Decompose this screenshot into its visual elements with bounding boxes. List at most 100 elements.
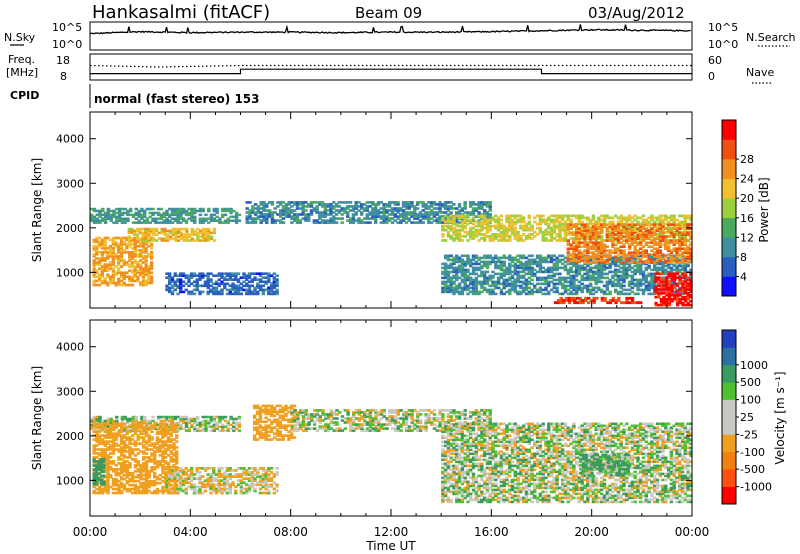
- power-cell: [616, 278, 621, 282]
- power-cell: [591, 214, 596, 218]
- power-cell: [508, 270, 512, 274]
- power-cell: [513, 270, 517, 274]
- power-cell: [566, 292, 570, 296]
- power-cell: [217, 284, 221, 288]
- power-cell: [108, 281, 113, 285]
- power-cell: [446, 288, 451, 292]
- power-cell: [446, 284, 451, 288]
- power-cell: [636, 231, 640, 234]
- power-cell: [253, 207, 258, 210]
- power-cell: [469, 233, 473, 236]
- power-cell: [151, 211, 155, 215]
- power-cell: [469, 282, 473, 286]
- power-cell: [125, 242, 129, 246]
- power-cell: [463, 235, 467, 238]
- power-cell: [480, 224, 484, 228]
- velocity-cell: [165, 417, 169, 421]
- power-cell: [413, 207, 417, 210]
- power-cell: [558, 254, 562, 258]
- power-cell: [647, 224, 651, 228]
- power-cell: [455, 211, 459, 214]
- power-cell: [100, 265, 104, 268]
- power-cell: [251, 209, 255, 212]
- power-cell: [298, 221, 302, 224]
- velocity-cell: [114, 432, 118, 435]
- power-cell: [190, 272, 194, 275]
- power-cell: [644, 227, 648, 230]
- power-cell: [519, 254, 523, 258]
- power-cell: [147, 277, 151, 281]
- power-cell: [597, 245, 601, 248]
- power-cell: [673, 276, 677, 279]
- power-cell: [519, 218, 523, 222]
- power-cell: [611, 251, 615, 254]
- power-cell: [407, 201, 411, 204]
- power-cell: [538, 214, 543, 218]
- power-cell: [171, 237, 175, 240]
- velocity-cell: [109, 432, 113, 435]
- power-cell: [494, 235, 498, 238]
- velocity-cell: [223, 419, 228, 423]
- power-cell: [469, 262, 473, 266]
- power-cell: [573, 301, 577, 305]
- power-cell: [683, 276, 687, 280]
- power-cell: [371, 213, 375, 216]
- power-cell: [301, 207, 305, 210]
- power-cell: [234, 219, 239, 222]
- power-cell: [538, 268, 543, 272]
- power-cell: [586, 270, 590, 274]
- power-cell: [653, 231, 657, 234]
- power-cell: [460, 216, 465, 220]
- power-cell: [667, 294, 672, 297]
- power-cell: [689, 243, 693, 246]
- power-cell: [488, 207, 492, 210]
- power-cell: [597, 225, 601, 228]
- power-cell: [522, 290, 526, 294]
- velocity-cell: [221, 425, 225, 428]
- velocity-cell: [148, 421, 152, 425]
- power-cell: [201, 229, 205, 233]
- power-cell: [474, 292, 478, 296]
- power-cell: [530, 224, 534, 228]
- power-cell: [574, 239, 579, 242]
- power-cell: [295, 205, 300, 208]
- power-cell: [248, 217, 252, 220]
- power-cell: [572, 286, 576, 290]
- power-cell: [541, 288, 545, 292]
- power-cell: [633, 284, 637, 288]
- power-cell: [323, 207, 328, 210]
- power-cell: [98, 275, 102, 279]
- power-cell: [201, 219, 205, 222]
- power-y-tick-label: 2000: [56, 222, 84, 235]
- power-cell: [519, 216, 523, 220]
- power-cell: [160, 239, 164, 242]
- power-cell: [173, 288, 177, 292]
- power-cell: [605, 230, 609, 234]
- power-cell: [588, 266, 593, 270]
- power-cell: [452, 260, 456, 264]
- power-cell: [519, 290, 523, 294]
- power-cell: [502, 264, 506, 268]
- power-cell: [555, 218, 559, 222]
- power-cell: [622, 276, 626, 280]
- velocity-cell: [95, 415, 99, 419]
- power-cell: [614, 270, 618, 274]
- velocity-cell: [111, 444, 116, 447]
- power-cell: [633, 231, 637, 234]
- power-cell: [680, 239, 685, 242]
- power-cell: [170, 221, 175, 224]
- power-cell: [625, 268, 629, 272]
- power-cell: [348, 219, 353, 222]
- power-cell: [193, 219, 197, 222]
- velocity-cell: [109, 485, 113, 489]
- power-cell: [418, 219, 423, 222]
- power-cell: [538, 270, 543, 274]
- power-cell: [399, 219, 403, 222]
- power-cell: [457, 268, 462, 272]
- power-cell: [597, 264, 601, 268]
- power-cell: [214, 292, 219, 296]
- power-cell: [524, 284, 529, 288]
- power-cell: [174, 229, 178, 233]
- power-cell: [127, 237, 131, 240]
- power-cell: [597, 262, 601, 266]
